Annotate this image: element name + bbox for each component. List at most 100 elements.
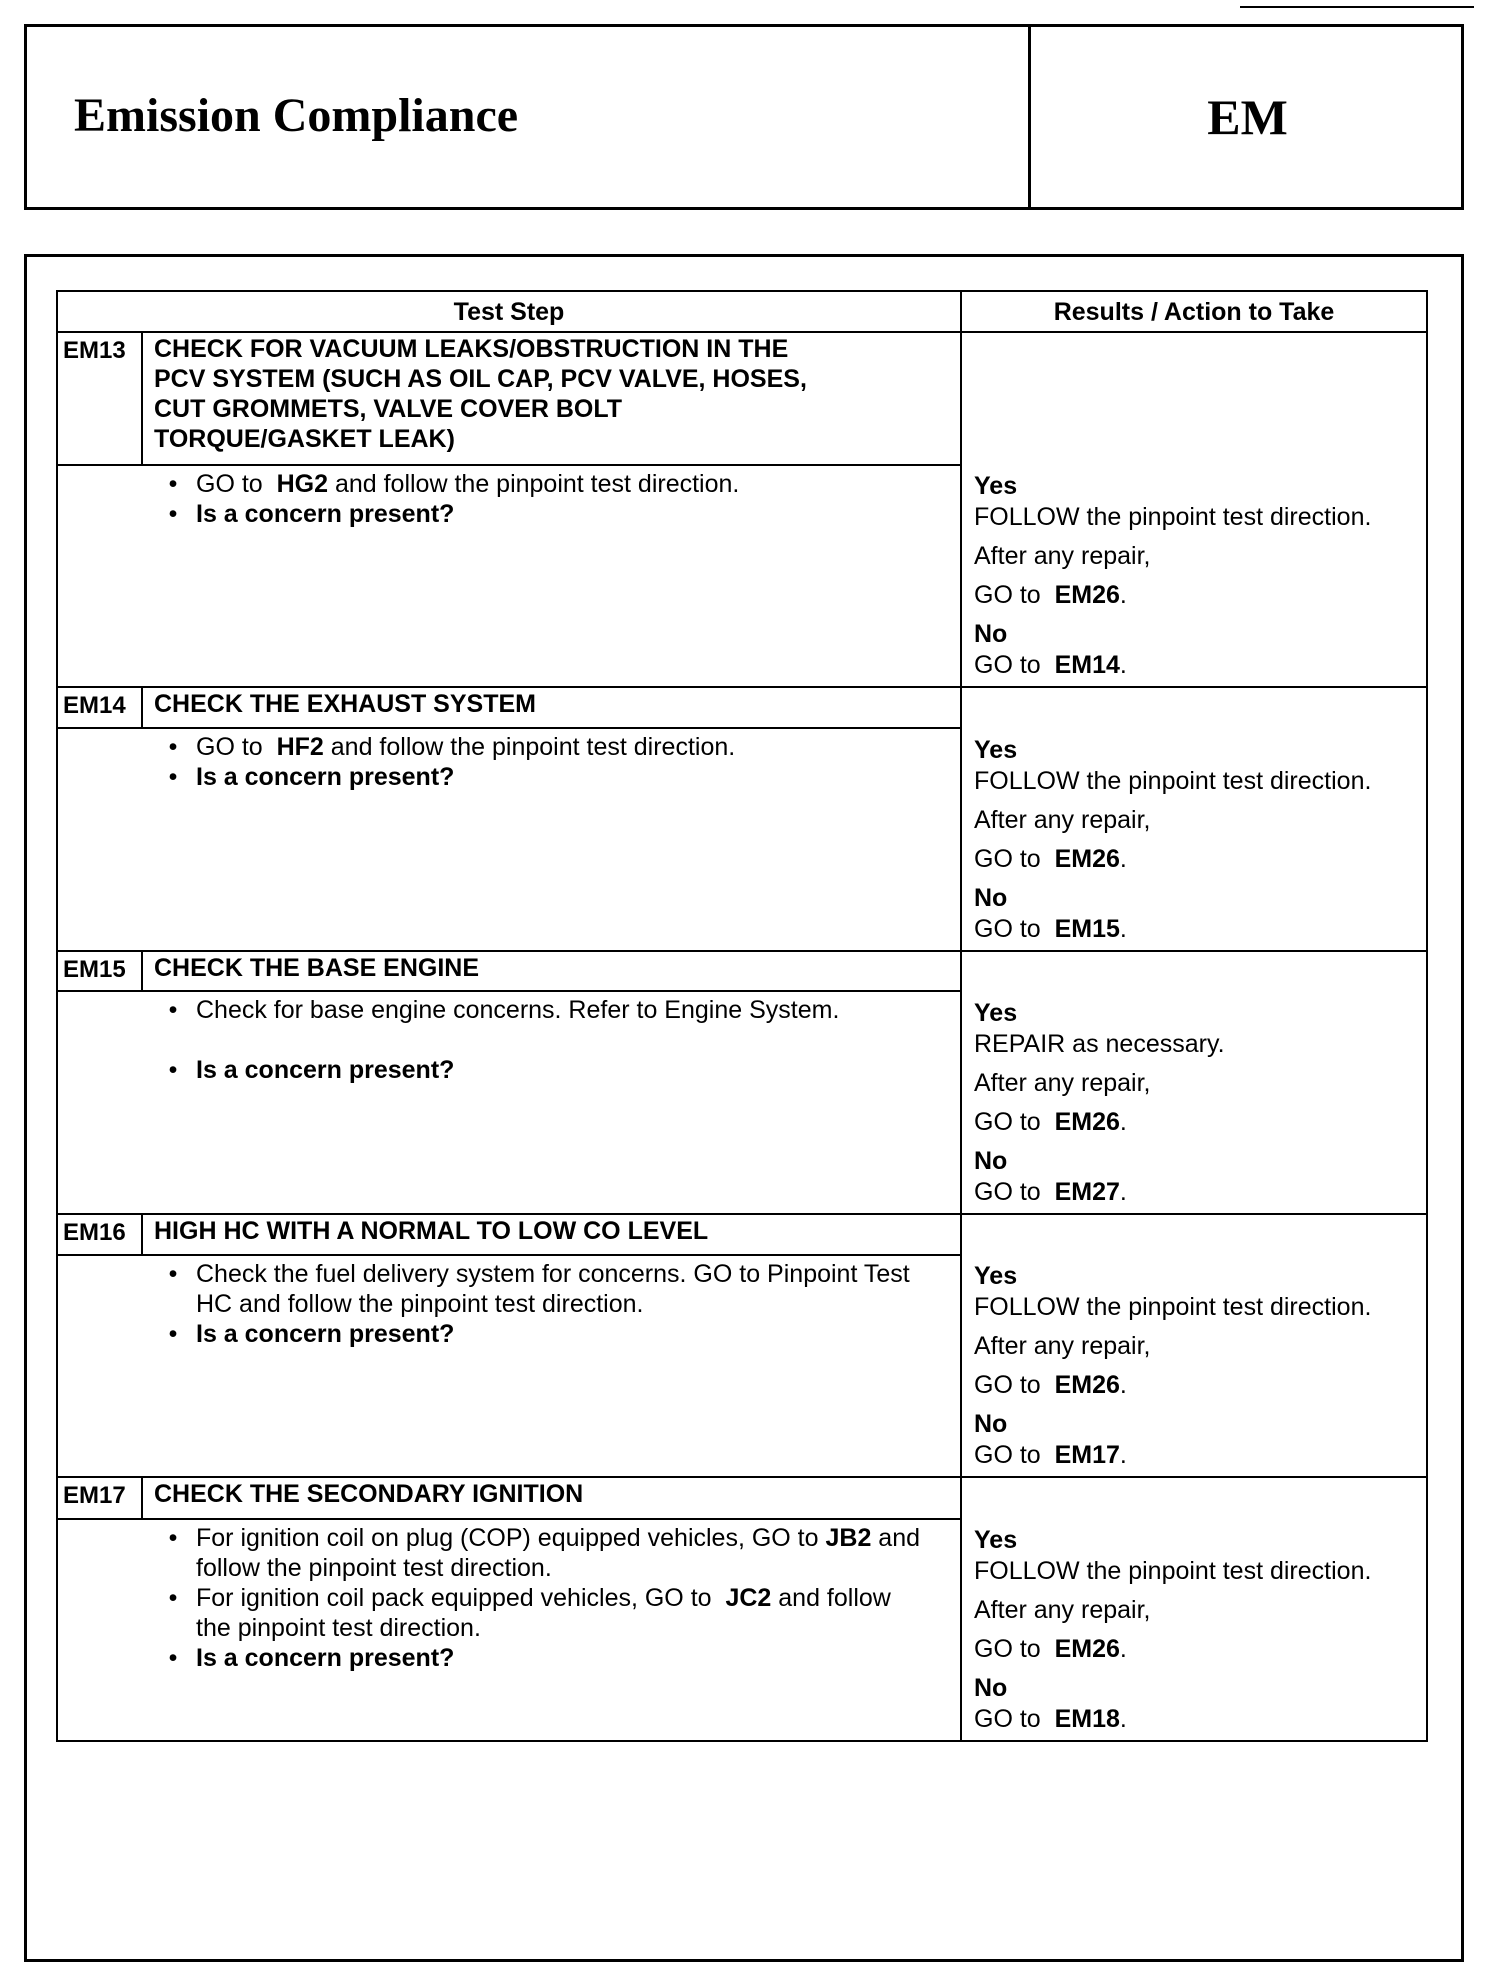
instruction-item: • Is a concern present? bbox=[150, 1055, 930, 1085]
step-id-divider bbox=[141, 687, 143, 728]
no-goto: GO to EM17. bbox=[974, 1441, 1127, 1469]
yes-goto: GO to EM26. bbox=[974, 1108, 1127, 1136]
step-id: EM15 bbox=[63, 956, 126, 983]
goto-prefix: GO to bbox=[974, 1705, 1041, 1733]
yes-label: Yes bbox=[974, 736, 1018, 764]
yes-action: FOLLOW the pinpoint test direction. bbox=[974, 1293, 1372, 1321]
instruction-item: • For ignition coil pack equipped vehicle… bbox=[150, 1583, 930, 1643]
goto-step-link: EM14 bbox=[1054, 651, 1120, 679]
step-title-rule bbox=[56, 727, 960, 729]
instruction-item: • Is a concern present? bbox=[150, 762, 930, 792]
bullet-icon: • bbox=[168, 500, 178, 528]
instruction-text: For ignition coil pack equipped vehicles… bbox=[196, 1583, 930, 1643]
goto-step-link: EM26 bbox=[1054, 1371, 1120, 1399]
column-header-test-step: Test Step bbox=[453, 298, 565, 326]
no-label: No bbox=[974, 620, 1008, 648]
step-instructions: • For ignition coil on plug (COP) equippe… bbox=[150, 1523, 930, 1673]
step-title-rule bbox=[56, 1254, 960, 1256]
step-row-rule bbox=[56, 1476, 1428, 1478]
step-id: EM16 bbox=[63, 1219, 126, 1246]
step-row-rule bbox=[56, 686, 1428, 688]
yes-action: FOLLOW the pinpoint test direction. bbox=[974, 503, 1372, 531]
goto-prefix: GO to bbox=[974, 1178, 1041, 1206]
bullet-icon: • bbox=[168, 1584, 178, 1612]
instruction-segment: and follow the pinpoint test direction. bbox=[196, 1584, 898, 1642]
step-id: EM13 bbox=[63, 337, 126, 364]
page-title: Emission Compliance bbox=[74, 89, 519, 142]
step-results: Yes REPAIR as necessary. After any repair,… bbox=[974, 951, 1434, 1208]
yes-label: Yes bbox=[974, 472, 1018, 500]
step-title-line: CHECK FOR VACUUM LEAKS/OBSTRUCTION IN TH… bbox=[154, 335, 789, 363]
instruction-emphasis: JB2 bbox=[825, 1524, 872, 1552]
instruction-emphasis: JC2 bbox=[725, 1584, 772, 1612]
instruction-item: • Is a concern present? bbox=[150, 499, 930, 529]
instruction-emphasis: Is a concern present? bbox=[196, 1056, 455, 1084]
instruction-segment: and follow the pinpoint test direction. bbox=[323, 733, 736, 761]
section-code: EM bbox=[1207, 89, 1288, 145]
yes-action: FOLLOW the pinpoint test direction. bbox=[974, 767, 1372, 795]
goto-prefix: GO to bbox=[974, 651, 1041, 679]
goto-step-link: EM17 bbox=[1054, 1441, 1120, 1469]
goto-prefix: GO to bbox=[974, 1371, 1041, 1399]
instruction-text: Check the fuel delivery system for conce… bbox=[196, 1259, 930, 1319]
instruction-segment: For ignition coil on plug (COP) equipped… bbox=[196, 1524, 826, 1552]
header-divider bbox=[1028, 24, 1031, 210]
no-goto: GO to EM14. bbox=[974, 651, 1127, 679]
instruction-text: Is a concern present? bbox=[196, 1055, 454, 1085]
goto-step-link: EM15 bbox=[1054, 915, 1120, 943]
step-title-line: TORQUE/GASKET LEAK) bbox=[154, 425, 455, 453]
bullet-icon: • bbox=[168, 996, 178, 1024]
step-results: Yes FOLLOW the pinpoint test direction. Af… bbox=[974, 1477, 1434, 1735]
instruction-segment: GO to bbox=[196, 470, 277, 498]
instruction-segment: GO to bbox=[196, 733, 277, 761]
step-row-rule bbox=[56, 1213, 1428, 1215]
instruction-emphasis: Is a concern present? bbox=[196, 1320, 455, 1348]
step-instructions: • GO to HF2 and follow the pinpoint test … bbox=[150, 732, 930, 792]
no-label: No bbox=[974, 1147, 1008, 1175]
goto-step-link: EM26 bbox=[1054, 581, 1120, 609]
step-title-rule bbox=[56, 1518, 960, 1520]
no-label: No bbox=[974, 1674, 1008, 1702]
bullet-icon: • bbox=[168, 733, 178, 761]
yes-label: Yes bbox=[974, 999, 1018, 1027]
no-label: No bbox=[974, 1410, 1008, 1438]
step-id: EM14 bbox=[63, 692, 126, 719]
instruction-item: • Check the fuel delivery system for conc… bbox=[150, 1259, 930, 1319]
instruction-segment: For ignition coil pack equipped vehicles… bbox=[196, 1584, 726, 1612]
step-title-rule bbox=[56, 990, 960, 992]
instruction-item: • GO to HG2 and follow the pinpoint test … bbox=[150, 469, 930, 499]
after-repair-text: After any repair, bbox=[974, 1069, 1151, 1097]
column-divider bbox=[960, 290, 962, 1742]
column-header-results: Results / Action to Take bbox=[1053, 298, 1335, 326]
goto-step-link: EM26 bbox=[1054, 845, 1120, 873]
step-instructions: • Check for base engine concerns. Refer t… bbox=[150, 995, 930, 1085]
instruction-text: Is a concern present? bbox=[196, 1319, 454, 1349]
after-repair-text: After any repair, bbox=[974, 1596, 1151, 1624]
instruction-item: • Check for base engine concerns. Refer t… bbox=[150, 995, 930, 1025]
bullet-icon: • bbox=[168, 1644, 178, 1672]
step-title-line: CUT GROMMETS, VALVE COVER BOLT bbox=[154, 395, 623, 423]
instruction-item: • Is a concern present? bbox=[150, 1319, 930, 1349]
step-title-line: CHECK THE SECONDARY IGNITION bbox=[154, 1480, 584, 1508]
instruction-emphasis: Is a concern present? bbox=[196, 763, 455, 791]
instruction-segment: and follow the pinpoint test direction. bbox=[196, 1524, 927, 1582]
instruction-item: • Is a concern present? bbox=[150, 1643, 930, 1673]
instruction-text: Check for base engine concerns. Refer to… bbox=[196, 995, 839, 1025]
step-id-divider bbox=[141, 1477, 143, 1519]
step-title: HIGH HC WITH A NORMAL TO LOW CO LEVEL bbox=[154, 1216, 954, 1246]
test-step-table bbox=[56, 290, 1428, 1742]
goto-step-link: EM26 bbox=[1054, 1635, 1120, 1663]
step-id-divider bbox=[141, 1214, 143, 1255]
instruction-text: GO to HF2 and follow the pinpoint test d… bbox=[196, 732, 735, 762]
yes-goto: GO to EM26. bbox=[974, 1635, 1127, 1663]
after-repair-text: After any repair, bbox=[974, 542, 1151, 570]
instruction-segment: Check the fuel delivery system for conce… bbox=[196, 1260, 917, 1318]
bullet-icon: • bbox=[168, 1056, 178, 1084]
instruction-text: For ignition coil on plug (COP) equipped… bbox=[196, 1523, 930, 1583]
header-row-rule bbox=[56, 331, 1428, 333]
goto-prefix: GO to bbox=[974, 915, 1041, 943]
bullet-icon: • bbox=[168, 1320, 178, 1348]
step-title-rule bbox=[56, 464, 960, 466]
bullet-icon: • bbox=[168, 1524, 178, 1552]
yes-label: Yes bbox=[974, 1262, 1018, 1290]
